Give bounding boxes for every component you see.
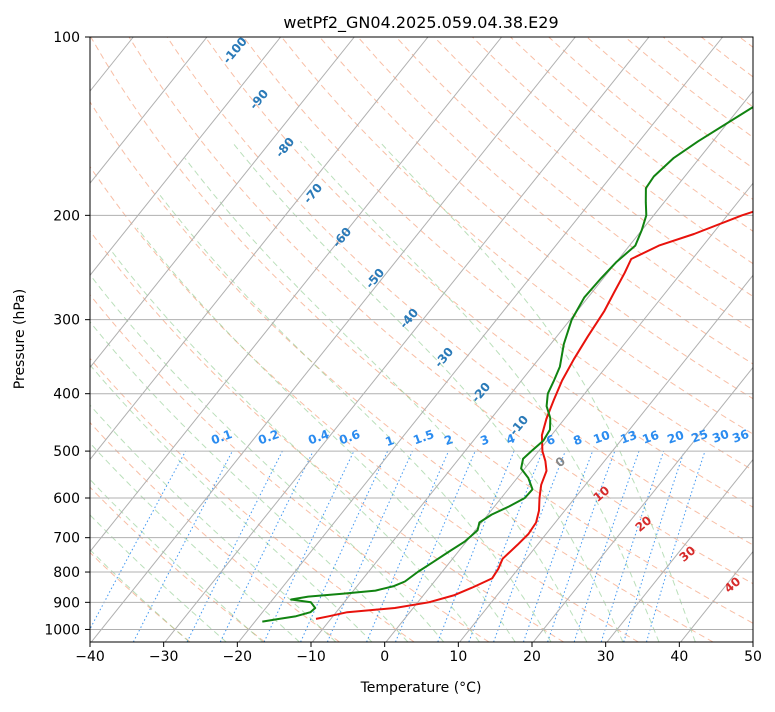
isotherm-line [239,37,723,642]
mixing-ratio-line [83,451,186,642]
line-label: 30 [677,543,699,564]
line-label: 20 [665,428,685,447]
line-label: 13 [618,428,638,447]
line-label: -40 [397,306,422,332]
dry-adiabat [320,37,775,642]
y-axis-label: Pressure (hPa) [12,289,28,389]
y-tick-label: 500 [53,444,80,460]
moist-adiabat [112,251,480,642]
isotherm-line [460,37,775,642]
x-tick-label: 0 [380,649,389,665]
isotherm-line [0,37,354,642]
x-tick-label: 30 [597,649,615,665]
y-tick-label: 800 [53,565,80,581]
line-label: 30 [710,427,730,446]
isotherm-line [0,37,281,642]
line-label: 1 [383,433,396,449]
line-label: -90 [247,87,272,113]
dry-adiabat [740,37,775,642]
y-tick-label: 200 [53,208,80,224]
dry-adiabat [701,37,775,642]
dry-adiabat [129,37,775,642]
dry-adiabat [472,37,775,642]
line-label: 2 [442,432,455,448]
line-label: -20 [469,380,494,406]
x-tick-label: −10 [296,649,326,665]
dry-adiabat [358,37,775,642]
line-label: 6 [544,432,557,448]
grid-lines [0,37,775,642]
line-label: 10 [591,428,611,447]
chart-title: wetPf2_GN04.2025.059.04.38.E29 [283,13,558,33]
mixing-ratio-line [396,451,476,642]
y-tick-label: 400 [53,387,80,403]
y-tick-label: 300 [53,313,80,329]
x-tick-label: 20 [523,649,541,665]
x-axis-label: Temperature (°C) [360,680,482,696]
plot-frame [90,37,753,642]
moist-adiabat [185,158,587,642]
isotherm-line [312,37,775,642]
dry-adiabat [0,37,489,642]
mixing-ratio-line [438,451,514,642]
line-label: -70 [301,181,326,207]
x-tick-label: 50 [744,649,762,665]
dry-adiabat [0,37,265,642]
line-label: 10 [591,483,613,504]
background-lines [0,37,775,642]
x-tick-label: −30 [149,649,179,665]
dry-adiabat [0,37,190,642]
isotherm-line [165,37,649,642]
mixing-ratio-line [220,451,313,642]
line-label: 36 [730,427,750,446]
dry-adiabat [511,37,775,642]
moist-adiabat [8,384,263,642]
line-label: 20 [633,513,655,534]
x-tick-label: −40 [75,649,105,665]
x-tick-label: 10 [449,649,467,665]
line-label: 0 [553,454,568,470]
line-label: 0.6 [337,427,362,447]
line-label: 1.5 [411,427,436,447]
isotherm-line [533,37,775,642]
line-label: 25 [689,427,709,446]
isotherm-line [754,37,775,642]
moist-adiabat [74,302,408,642]
line-label: 16 [640,428,660,447]
y-tick-label: 100 [53,30,80,46]
line-label: 40 [722,574,744,595]
line-label: -60 [330,225,355,251]
isotherm-line [0,37,207,642]
line-label: 0.2 [256,427,281,447]
line-label: 0.4 [306,427,331,447]
isotherm-line [0,37,60,642]
moist-adiabat [39,344,335,642]
dry-adiabat [91,37,775,642]
line-label: 8 [571,432,584,448]
mixing-ratio-line [647,451,706,642]
dry-adiabat [0,37,414,642]
line-label: -30 [432,345,457,371]
x-tick-label: −20 [223,649,253,665]
line-label: 3 [478,432,491,448]
x-tick-label: 40 [670,649,688,665]
isotherm-line [0,37,428,642]
y-tick-label: 700 [53,531,80,547]
y-tick-label: 600 [53,491,80,507]
y-tick-label: 1000 [44,622,80,638]
dry-adiabat [15,37,639,642]
line-label: -80 [273,135,298,161]
y-tick-label: 900 [53,595,80,611]
temperature-line [316,37,775,619]
